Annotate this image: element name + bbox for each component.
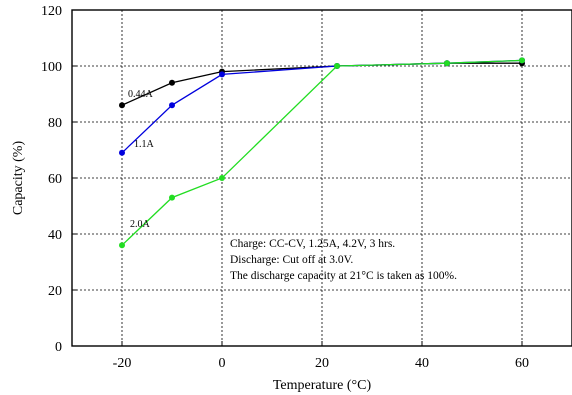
x-tick-label: 60 <box>515 356 529 371</box>
data-point <box>169 194 175 201</box>
data-point <box>169 102 175 109</box>
y-tick-label: 0 <box>55 340 62 355</box>
y-tick-label: 20 <box>48 284 62 299</box>
series-lines <box>121 59 523 246</box>
data-point <box>219 175 225 181</box>
data-point <box>334 63 340 69</box>
data-point <box>119 149 125 156</box>
series-points <box>119 57 525 249</box>
tick-marks <box>72 9 523 347</box>
y-tick-label: 60 <box>48 172 62 187</box>
y-tick-label: 40 <box>48 228 62 243</box>
data-point <box>119 102 125 109</box>
series-label: 0.44A <box>128 89 154 100</box>
data-point <box>119 242 125 249</box>
annotation-charge: Charge: CC-CV, 1.25A, 4.2V, 3 hrs. <box>230 238 395 250</box>
data-point <box>219 71 225 78</box>
data-point <box>519 57 525 64</box>
x-tick-label: 0 <box>219 356 226 371</box>
x-axis-title: Temperature (°C) <box>273 378 372 393</box>
grid-lines <box>72 10 572 346</box>
series-label: 2.0A <box>130 219 151 230</box>
data-point <box>169 79 175 86</box>
series-label: 1.1A <box>134 139 155 150</box>
x-tick-label: 20 <box>315 356 329 371</box>
y-tick-label: 100 <box>41 60 62 75</box>
y-tick-label: 120 <box>41 4 62 19</box>
annotation-reference: The discharge capacity at 21°C is taken … <box>230 270 457 282</box>
tick-labels: 0 20 40 60 80 100 120 -20 0 20 40 60 <box>41 4 529 371</box>
series-labels: 0.44A 1.1A 2.0A <box>128 89 155 230</box>
y-axis-title: Capacity (%) <box>11 141 26 216</box>
annotation-discharge: Discharge: Cut off at 3.0V. <box>230 254 353 266</box>
series-line <box>121 59 523 246</box>
y-tick-label: 80 <box>48 116 62 131</box>
data-point <box>444 60 450 67</box>
x-tick-label: -20 <box>113 356 132 371</box>
x-tick-label: 40 <box>415 356 429 371</box>
